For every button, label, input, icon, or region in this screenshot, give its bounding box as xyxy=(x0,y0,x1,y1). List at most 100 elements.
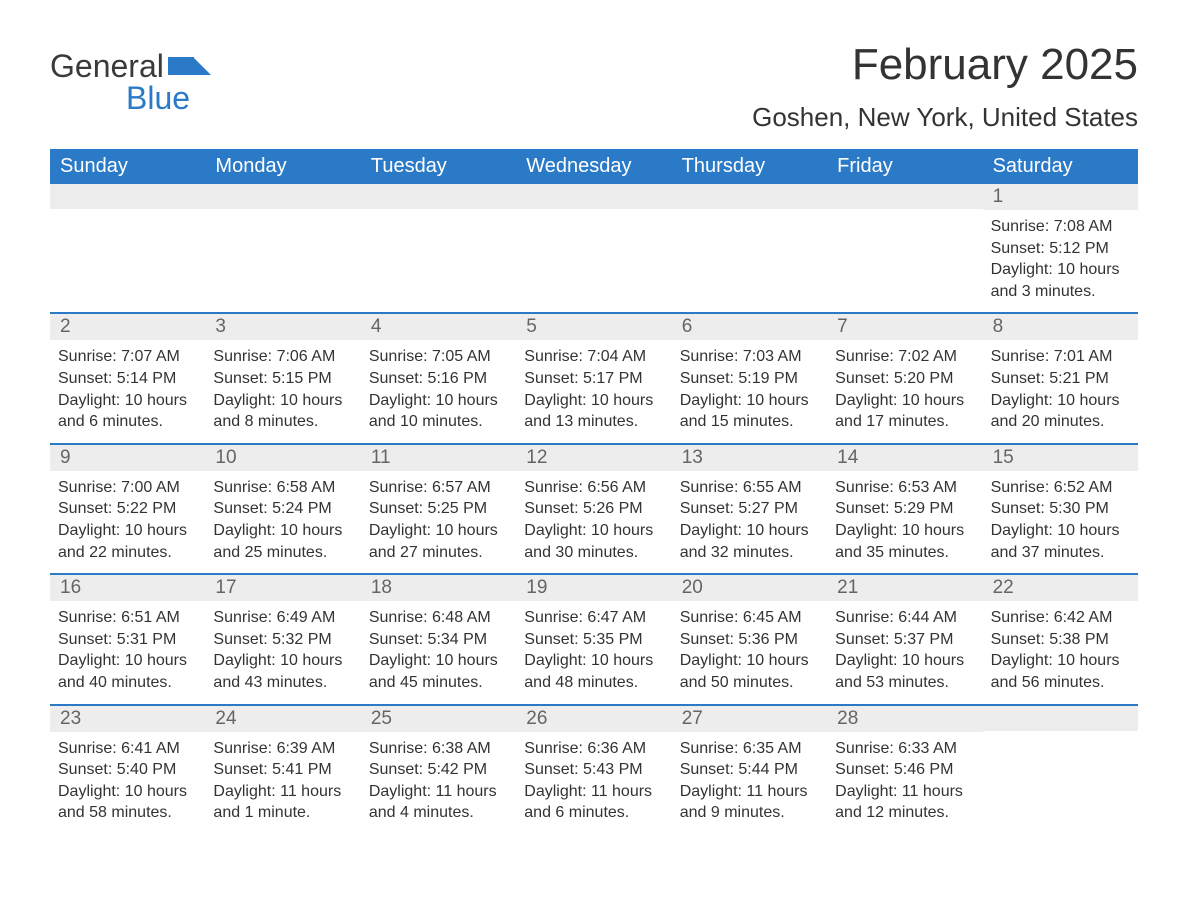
day-cell: 14Sunrise: 6:53 AMSunset: 5:29 PMDayligh… xyxy=(827,445,982,573)
month-title: February 2025 xyxy=(752,40,1138,90)
sunrise-line: Sunrise: 6:49 AM xyxy=(213,607,352,629)
day-number: 2 xyxy=(50,314,205,340)
daylight-line: Daylight: 10 hours and 56 minutes. xyxy=(991,650,1130,693)
day-number: 7 xyxy=(827,314,982,340)
daylight-line: Daylight: 10 hours and 40 minutes. xyxy=(58,650,197,693)
sunset-line: Sunset: 5:15 PM xyxy=(213,368,352,390)
sunrise-line: Sunrise: 7:00 AM xyxy=(58,477,197,499)
day-cell xyxy=(361,184,516,312)
calendar-grid: Sunday Monday Tuesday Wednesday Thursday… xyxy=(50,149,1138,834)
day-number: 11 xyxy=(361,445,516,471)
sunrise-line: Sunrise: 6:48 AM xyxy=(369,607,508,629)
brand-logo: General Blue xyxy=(50,40,211,114)
sunrise-line: Sunrise: 7:06 AM xyxy=(213,346,352,368)
sunrise-line: Sunrise: 6:57 AM xyxy=(369,477,508,499)
day-cell xyxy=(205,184,360,312)
sunrise-line: Sunrise: 6:56 AM xyxy=(524,477,663,499)
sunrise-line: Sunrise: 6:51 AM xyxy=(58,607,197,629)
sunset-line: Sunset: 5:16 PM xyxy=(369,368,508,390)
day-cell: 4Sunrise: 7:05 AMSunset: 5:16 PMDaylight… xyxy=(361,314,516,442)
weekday-header: Saturday xyxy=(983,149,1138,184)
location-subtitle: Goshen, New York, United States xyxy=(752,102,1138,133)
day-number xyxy=(827,184,982,209)
day-number: 5 xyxy=(516,314,671,340)
daylight-line: Daylight: 10 hours and 58 minutes. xyxy=(58,781,197,824)
day-cell: 13Sunrise: 6:55 AMSunset: 5:27 PMDayligh… xyxy=(672,445,827,573)
day-number: 14 xyxy=(827,445,982,471)
weekday-header-row: Sunday Monday Tuesday Wednesday Thursday… xyxy=(50,149,1138,184)
sunset-line: Sunset: 5:42 PM xyxy=(369,759,508,781)
weekday-header: Monday xyxy=(205,149,360,184)
sunrise-line: Sunrise: 6:33 AM xyxy=(835,738,974,760)
week-row: 16Sunrise: 6:51 AMSunset: 5:31 PMDayligh… xyxy=(50,573,1138,703)
day-cell: 23 Sunrise: 6:41 AMSunset: 5:40 PMDayligh… xyxy=(50,706,205,834)
daylight-line: Daylight: 11 hours and 9 minutes. xyxy=(680,781,819,824)
day-number: 19 xyxy=(516,575,671,601)
page-header: General Blue February 2025 Goshen, New Y… xyxy=(50,40,1138,133)
day-cell: 15Sunrise: 6:52 AMSunset: 5:30 PMDayligh… xyxy=(983,445,1138,573)
day-number xyxy=(50,184,205,209)
sunset-line: Sunset: 5:24 PM xyxy=(213,498,352,520)
sunset-line: Sunset: 5:37 PM xyxy=(835,629,974,651)
day-number: 22 xyxy=(983,575,1138,601)
sunrise-line: Sunrise: 6:39 AM xyxy=(213,738,352,760)
day-number: 20 xyxy=(672,575,827,601)
daylight-line: Daylight: 10 hours and 3 minutes. xyxy=(991,259,1130,302)
day-cell: 7Sunrise: 7:02 AMSunset: 5:20 PMDaylight… xyxy=(827,314,982,442)
sunset-line: Sunset: 5:27 PM xyxy=(680,498,819,520)
sunrise-line: Sunrise: 6:58 AM xyxy=(213,477,352,499)
day-number: 25 xyxy=(361,706,516,732)
sunset-line: Sunset: 5:12 PM xyxy=(991,238,1130,260)
day-number: 23 xyxy=(50,706,205,732)
weekday-header: Sunday xyxy=(50,149,205,184)
weekday-header: Thursday xyxy=(672,149,827,184)
day-cell: 18Sunrise: 6:48 AMSunset: 5:34 PMDayligh… xyxy=(361,575,516,703)
day-number: 13 xyxy=(672,445,827,471)
day-number xyxy=(205,184,360,209)
daylight-line: Daylight: 10 hours and 45 minutes. xyxy=(369,650,508,693)
day-cell: 10Sunrise: 6:58 AMSunset: 5:24 PMDayligh… xyxy=(205,445,360,573)
sunrise-line: Sunrise: 6:55 AM xyxy=(680,477,819,499)
day-number: 12 xyxy=(516,445,671,471)
sunset-line: Sunset: 5:46 PM xyxy=(835,759,974,781)
day-number xyxy=(983,706,1138,731)
sunrise-line: Sunrise: 6:41 AM xyxy=(58,738,197,760)
sunrise-line: Sunrise: 7:02 AM xyxy=(835,346,974,368)
sunset-line: Sunset: 5:38 PM xyxy=(991,629,1130,651)
daylight-line: Daylight: 10 hours and 22 minutes. xyxy=(58,520,197,563)
day-cell: 1Sunrise: 7:08 AMSunset: 5:12 PMDaylight… xyxy=(983,184,1138,312)
week-row: 2Sunrise: 7:07 AMSunset: 5:14 PMDaylight… xyxy=(50,312,1138,442)
sunset-line: Sunset: 5:25 PM xyxy=(369,498,508,520)
daylight-line: Daylight: 10 hours and 15 minutes. xyxy=(680,390,819,433)
sunrise-line: Sunrise: 6:52 AM xyxy=(991,477,1130,499)
day-number xyxy=(672,184,827,209)
day-number: 26 xyxy=(516,706,671,732)
day-cell: 21Sunrise: 6:44 AMSunset: 5:37 PMDayligh… xyxy=(827,575,982,703)
daylight-line: Daylight: 11 hours and 6 minutes. xyxy=(524,781,663,824)
sunrise-line: Sunrise: 6:36 AM xyxy=(524,738,663,760)
sunset-line: Sunset: 5:17 PM xyxy=(524,368,663,390)
day-cell: 11Sunrise: 6:57 AMSunset: 5:25 PMDayligh… xyxy=(361,445,516,573)
sunset-line: Sunset: 5:36 PM xyxy=(680,629,819,651)
daylight-line: Daylight: 10 hours and 30 minutes. xyxy=(524,520,663,563)
sunset-line: Sunset: 5:34 PM xyxy=(369,629,508,651)
sunrise-line: Sunrise: 7:07 AM xyxy=(58,346,197,368)
day-number: 9 xyxy=(50,445,205,471)
day-cell: 8Sunrise: 7:01 AMSunset: 5:21 PMDaylight… xyxy=(983,314,1138,442)
day-cell xyxy=(827,184,982,312)
daylight-line: Daylight: 10 hours and 53 minutes. xyxy=(835,650,974,693)
sunset-line: Sunset: 5:21 PM xyxy=(991,368,1130,390)
week-row: 23Sunrise: 6:41 AMSunset: 5:40 PMDayligh… xyxy=(50,704,1138,834)
sunset-line: Sunset: 5:40 PM xyxy=(58,759,197,781)
day-number: 21 xyxy=(827,575,982,601)
day-number: 3 xyxy=(205,314,360,340)
sunset-line: Sunset: 5:19 PM xyxy=(680,368,819,390)
weekday-header: Wednesday xyxy=(516,149,671,184)
day-cell: 5Sunrise: 7:04 AMSunset: 5:17 PMDaylight… xyxy=(516,314,671,442)
day-cell: 28Sunrise: 6:33 AMSunset: 5:46 PMDayligh… xyxy=(827,706,982,834)
day-number: 24 xyxy=(205,706,360,732)
logo-text-bottom: Blue xyxy=(50,82,211,114)
day-number: 8 xyxy=(983,314,1138,340)
daylight-line: Daylight: 10 hours and 17 minutes. xyxy=(835,390,974,433)
day-cell: 2Sunrise: 7:07 AMSunset: 5:14 PMDaylight… xyxy=(50,314,205,442)
